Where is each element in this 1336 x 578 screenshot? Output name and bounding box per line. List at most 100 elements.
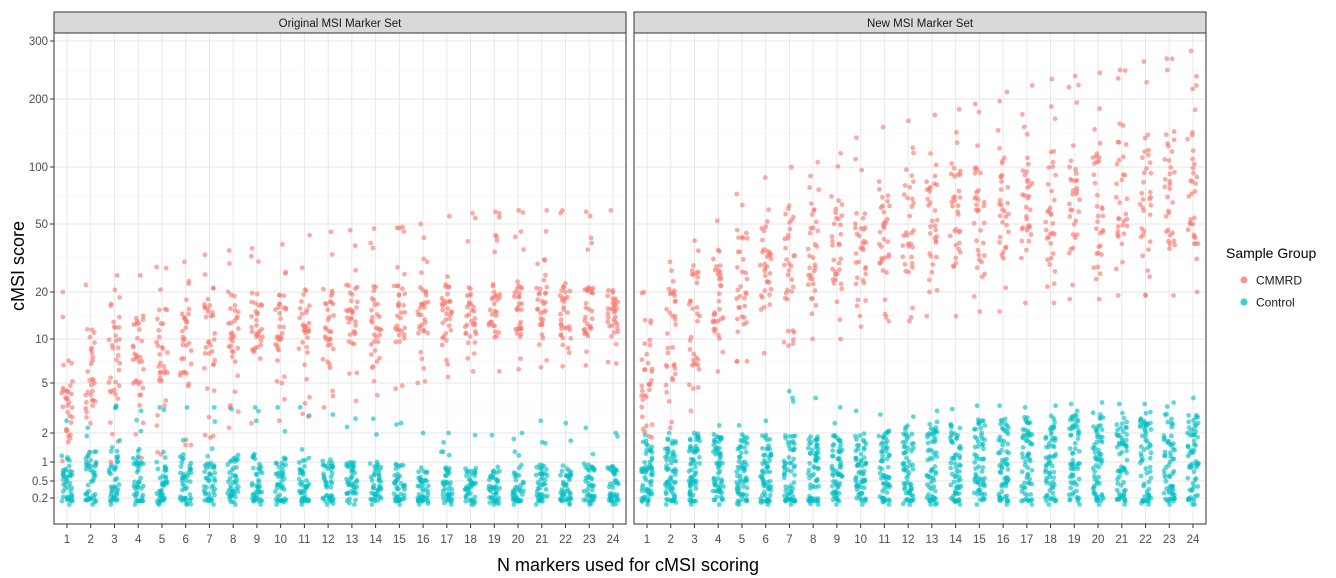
data-point-control	[398, 491, 404, 497]
data-point-cmmrd	[371, 288, 377, 293]
data-point-cmmrd	[1165, 143, 1171, 149]
data-point-cmmrd	[564, 325, 570, 331]
data-point-cmmrd	[249, 253, 254, 259]
data-point-cmmrd	[211, 362, 217, 367]
data-point-control	[934, 408, 940, 414]
data-point-control	[298, 489, 304, 495]
data-point-control	[1117, 474, 1122, 479]
data-point-cmmrd	[974, 189, 979, 195]
data-point-control	[998, 417, 1004, 423]
data-point-control	[998, 498, 1003, 503]
data-point-cmmrd	[695, 311, 700, 316]
data-point-cmmrd	[1026, 238, 1032, 244]
data-point-cmmrd	[156, 334, 162, 340]
data-point-cmmrd	[613, 361, 619, 366]
data-point-cmmrd	[512, 294, 517, 299]
data-point-cmmrd	[183, 442, 189, 448]
data-point-cmmrd	[557, 293, 563, 298]
data-point-control	[132, 479, 138, 485]
data-point-control	[88, 463, 94, 469]
data-point-cmmrd	[561, 284, 566, 290]
data-point-control	[718, 451, 723, 457]
data-point-cmmrd	[612, 308, 618, 314]
data-point-cmmrd	[84, 415, 89, 420]
data-point-cmmrd	[117, 360, 123, 366]
data-point-control	[227, 476, 233, 481]
data-point-control	[1019, 489, 1025, 494]
data-point-control	[1167, 459, 1173, 465]
data-point-cmmrd	[863, 298, 868, 303]
data-point-control	[1097, 434, 1103, 440]
data-point-cmmrd	[907, 184, 913, 190]
data-point-cmmrd	[85, 369, 90, 374]
data-point-control	[716, 463, 722, 469]
data-point-cmmrd	[157, 360, 163, 366]
data-point-cmmrd	[117, 295, 122, 300]
data-point-control	[202, 469, 208, 475]
data-point-cmmrd	[647, 387, 652, 393]
data-point-control	[763, 432, 769, 438]
data-point-control	[1147, 455, 1153, 461]
data-point-control	[282, 496, 288, 502]
data-point-cmmrd	[446, 284, 452, 290]
data-point-cmmrd	[1027, 207, 1033, 213]
data-point-control	[879, 466, 885, 472]
data-point-cmmrd	[90, 388, 95, 394]
data-point-cmmrd	[614, 321, 620, 327]
data-point-cmmrd	[876, 179, 882, 185]
data-point-control	[711, 442, 717, 448]
data-point-cmmrd	[559, 288, 565, 293]
data-point-cmmrd	[665, 331, 670, 336]
data-point-control	[205, 498, 210, 503]
data-point-cmmrd	[113, 338, 119, 344]
data-point-control	[1005, 431, 1011, 437]
data-point-control	[948, 465, 954, 471]
data-point-cmmrd	[834, 271, 840, 277]
data-point-control	[738, 450, 744, 456]
data-point-cmmrd	[1167, 171, 1173, 177]
data-point-cmmrd	[783, 290, 789, 296]
data-point-cmmrd	[445, 361, 450, 367]
data-point-control	[932, 502, 938, 507]
data-point-cmmrd	[925, 196, 930, 202]
data-point-cmmrd	[614, 325, 620, 331]
data-point-cmmrd	[274, 335, 280, 341]
data-point-cmmrd	[762, 288, 768, 293]
data-point-control	[137, 479, 142, 485]
data-point-cmmrd	[1020, 225, 1026, 231]
data-point-control	[253, 418, 259, 424]
data-point-cmmrd	[1070, 245, 1076, 251]
data-point-cmmrd	[328, 229, 334, 235]
data-point-cmmrd	[583, 300, 589, 306]
data-point-cmmrd	[808, 272, 814, 278]
data-point-control	[932, 452, 937, 457]
data-point-control	[1052, 453, 1058, 459]
data-point-control	[1147, 464, 1153, 470]
data-point-cmmrd	[353, 286, 358, 291]
data-point-control	[1095, 498, 1100, 504]
data-point-control	[1019, 451, 1025, 457]
data-point-control	[972, 434, 978, 440]
data-point-cmmrd	[202, 272, 208, 277]
data-point-cmmrd	[1139, 190, 1145, 196]
data-point-cmmrd	[740, 257, 746, 262]
data-point-cmmrd	[154, 423, 160, 428]
data-point-control	[786, 388, 792, 394]
data-point-control	[885, 497, 891, 503]
data-point-cmmrd	[273, 342, 278, 347]
data-point-cmmrd	[1138, 234, 1144, 240]
data-point-control	[1029, 441, 1035, 447]
data-point-control	[909, 448, 914, 454]
data-point-cmmrd	[1141, 208, 1146, 214]
data-point-cmmrd	[1025, 155, 1030, 161]
data-point-cmmrd	[760, 249, 765, 255]
data-point-control	[996, 450, 1001, 456]
data-point-cmmrd	[158, 287, 163, 293]
data-point-control	[1186, 419, 1192, 425]
data-point-cmmrd	[1005, 184, 1011, 190]
x-tick-label: 20	[1092, 534, 1105, 546]
data-point-cmmrd	[909, 254, 914, 260]
data-point-cmmrd	[814, 244, 820, 249]
data-point-control	[744, 492, 749, 498]
data-point-cmmrd	[447, 299, 453, 304]
